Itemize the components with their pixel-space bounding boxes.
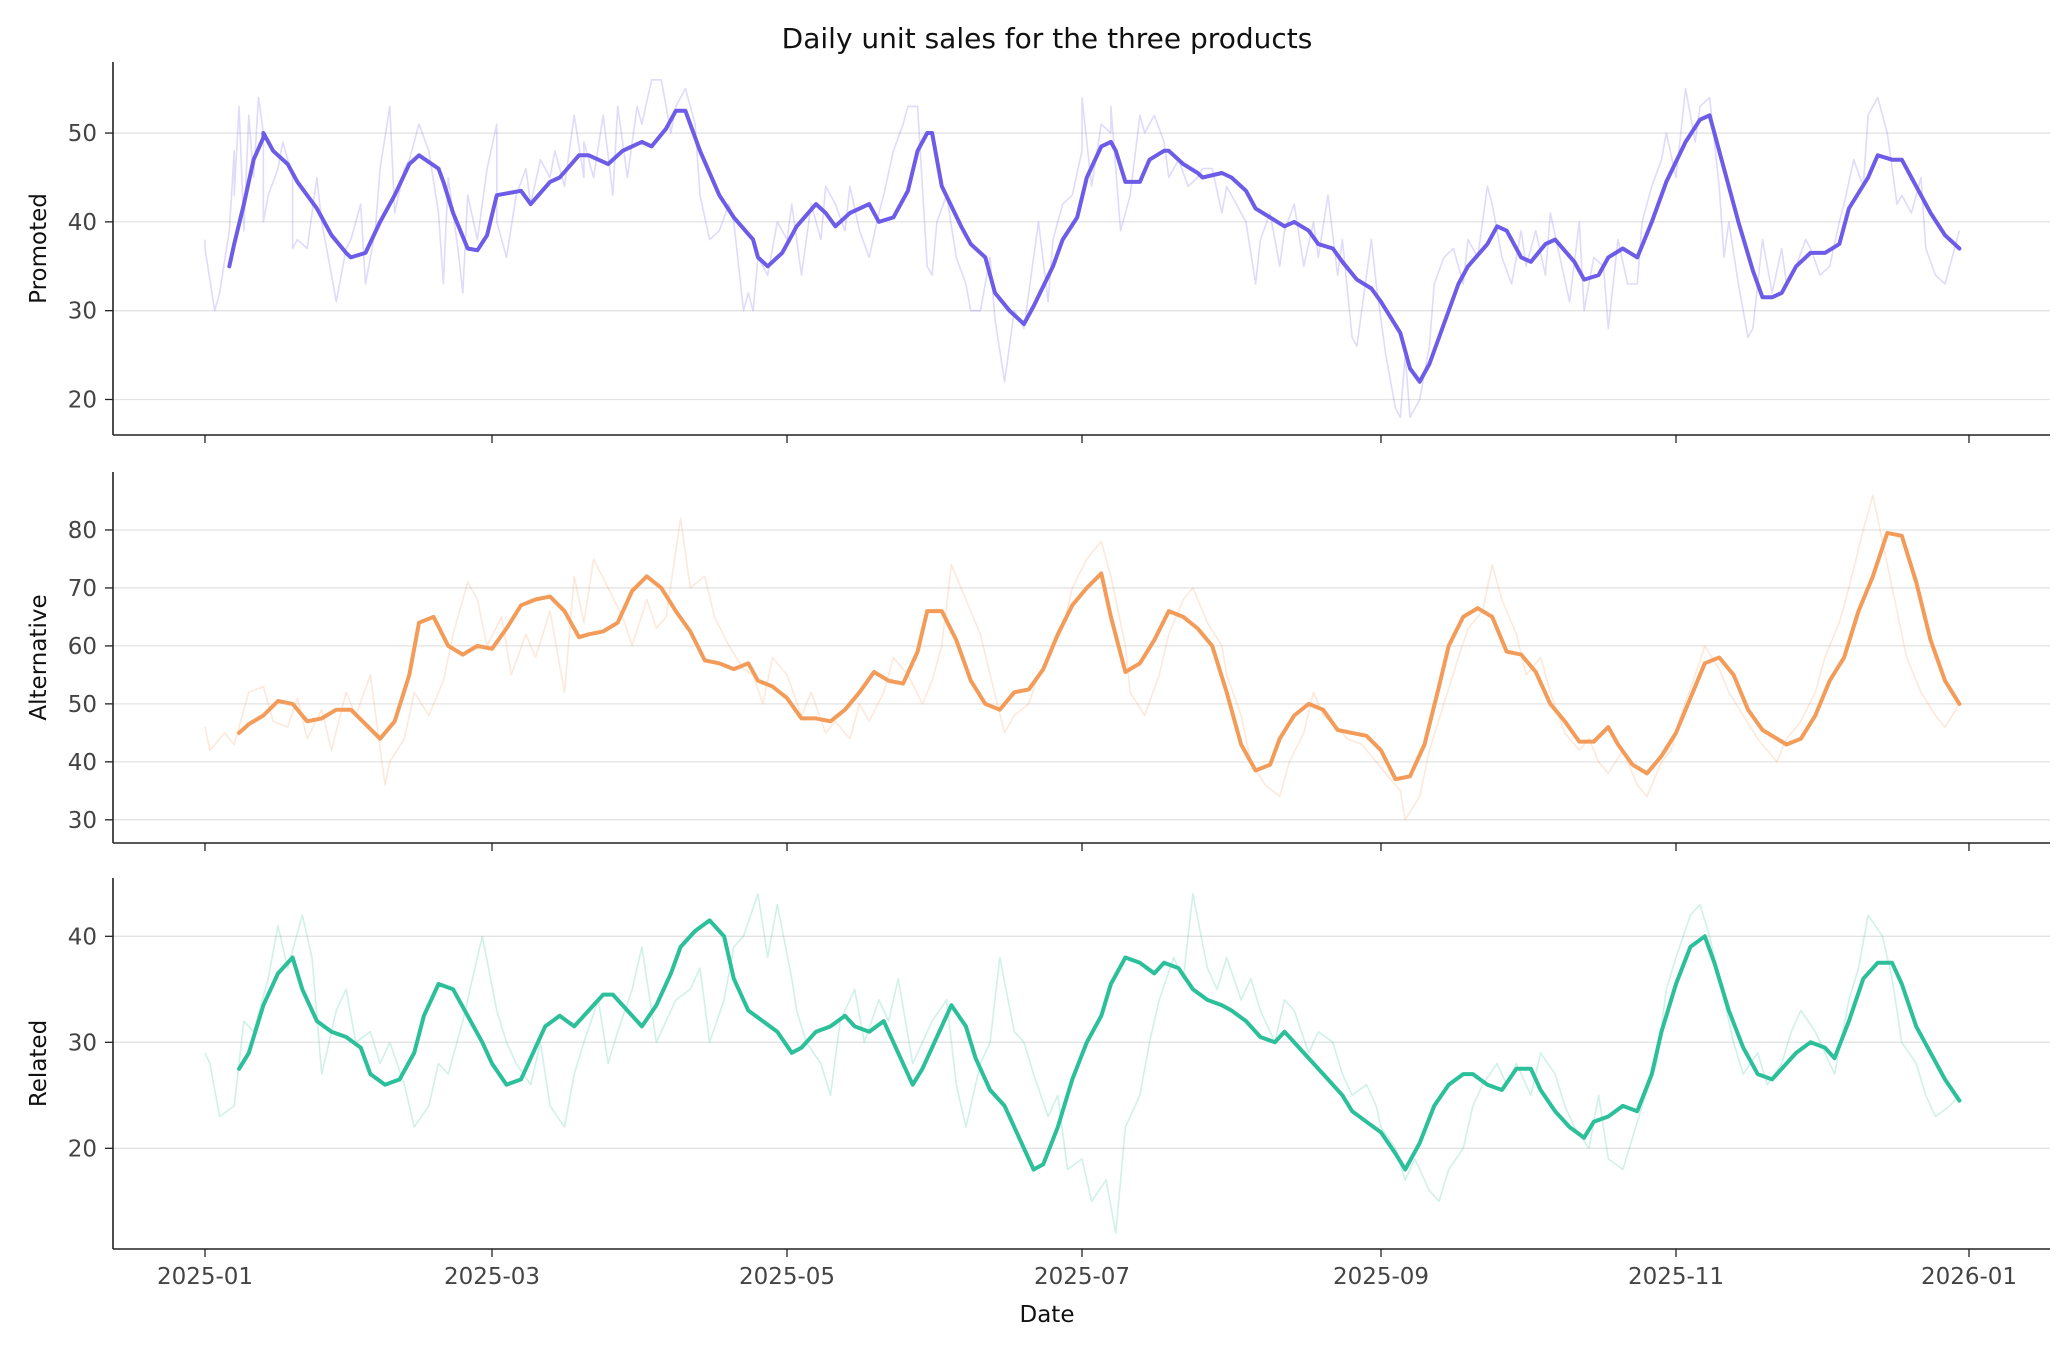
y-axis-title: Promoted [26, 193, 52, 304]
y-tick-label: 30 [68, 808, 97, 834]
raw-series-line [204, 494, 1961, 821]
y-tick-label: 20 [68, 1136, 97, 1162]
y-tick-label: 40 [68, 210, 97, 236]
x-tick-label: 2025-05 [739, 1264, 835, 1290]
x-tick-label: 2025-09 [1333, 1264, 1429, 1290]
y-axis-title: Related [26, 1020, 52, 1107]
chart-panels: 20 30 40 50 Promoted 30 40 50 60 70 80 Alternative 2… [26, 62, 2050, 1290]
y-tick-label: 20 [68, 387, 97, 413]
smoothed-series-line [237, 530, 1962, 782]
y-tick-label: 80 [68, 518, 97, 544]
panel-promoted: 20 30 40 50 Promoted [26, 62, 2050, 443]
smoothed-series-line [237, 918, 1962, 1172]
x-tick-label: 2026-01 [1921, 1264, 2017, 1290]
y-tick-label: 30 [68, 299, 97, 325]
x-tick-label: 2025-11 [1628, 1264, 1724, 1290]
raw-series-line [204, 79, 1961, 418]
y-tick-label: 60 [68, 634, 97, 660]
y-tick-label: 30 [68, 1030, 97, 1056]
x-tick-label: 2025-07 [1034, 1264, 1130, 1290]
x-tick-label: 2025-01 [157, 1264, 253, 1290]
y-tick-label: 50 [68, 692, 97, 718]
y-tick-label: 40 [68, 924, 97, 950]
panel-alternative: 30 40 50 60 70 80 Alternative [26, 472, 2050, 851]
panel-related: 20 30 40 2025-01 2025-03 2025-05 2025-07 2025-0… [26, 878, 2050, 1290]
y-tick-label: 40 [68, 750, 97, 776]
x-tick-label: 2025-03 [444, 1264, 540, 1290]
y-tick-label: 50 [68, 121, 97, 147]
y-axis-title: Alternative [26, 594, 52, 720]
y-tick-label: 70 [68, 576, 97, 602]
chart-title: Daily unit sales for the three products [782, 22, 1313, 55]
raw-series-line [204, 893, 1960, 1234]
x-axis-title: Date [1020, 1302, 1075, 1328]
smoothed-series-line [227, 108, 1962, 384]
